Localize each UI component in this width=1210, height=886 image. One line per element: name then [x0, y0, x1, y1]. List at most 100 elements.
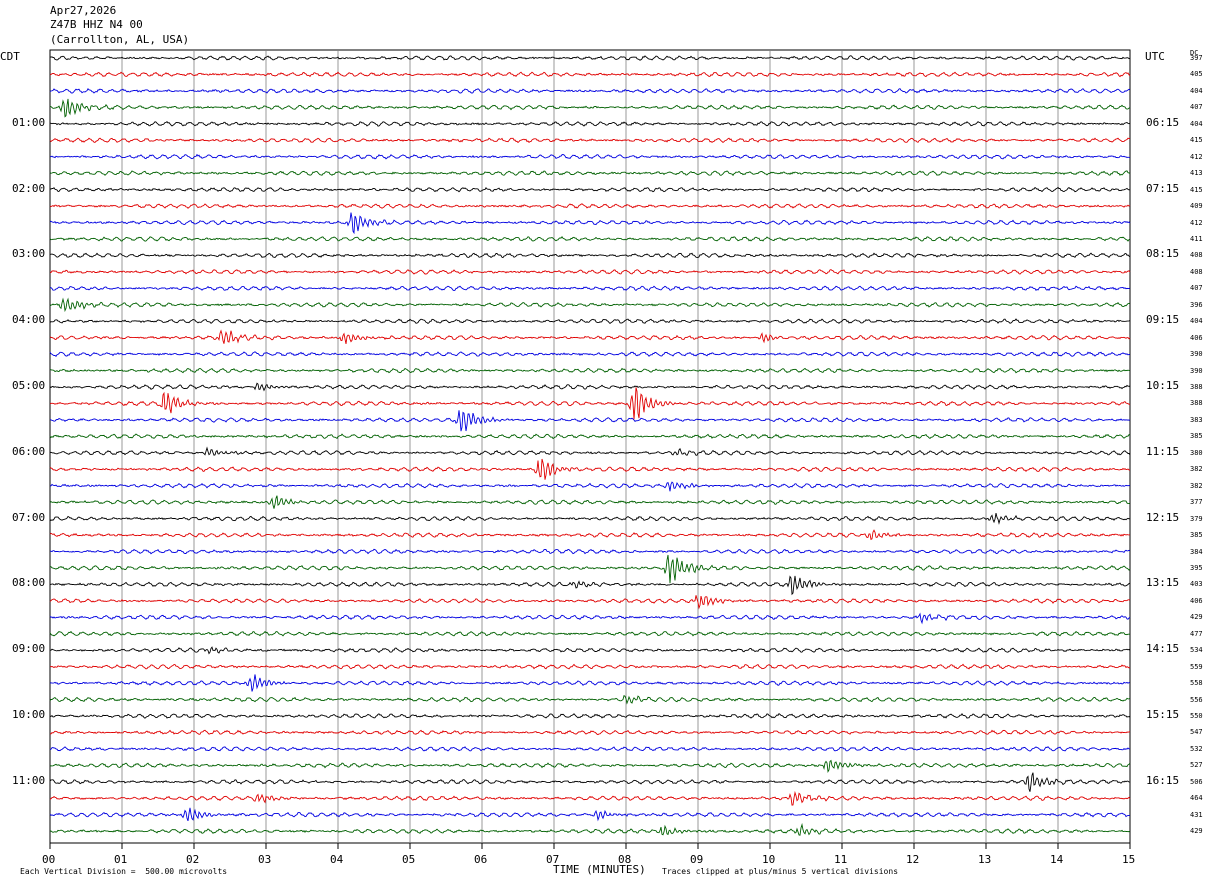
x-tick-label: 01 [114, 853, 128, 866]
seismic-trace [49, 297, 1131, 313]
dc-offset-label: 377 [1190, 498, 1203, 507]
dc-offset-label: 404 [1190, 317, 1203, 326]
right-hour-label: 11:15 [1146, 444, 1180, 458]
seismic-trace [49, 458, 1131, 480]
dc-offset-label: 550 [1190, 712, 1203, 720]
seismic-trace [49, 285, 1131, 292]
right-hour-label: 10:15 [1146, 379, 1180, 392]
seismic-trace [49, 98, 1131, 118]
dc-offset-label: 429 [1190, 613, 1203, 622]
right-hour-label: 06:15 [1146, 115, 1180, 129]
seismic-trace [49, 252, 1131, 259]
scale-note: Each Vertical Division = 500.00 microvol… [20, 867, 228, 876]
left-hour-label: 02:00 [12, 181, 46, 195]
dc-offset-label: 406 [1190, 596, 1203, 605]
dc-offset-label: 383 [1190, 415, 1203, 424]
seismic-trace [49, 121, 1131, 127]
dc-offset-label: 407 [1190, 103, 1203, 112]
dc-offset-label: 384 [1190, 547, 1203, 556]
date-label: Apr27,2026 [50, 4, 117, 17]
seismic-trace [49, 575, 1131, 596]
x-tick-label: 13 [978, 853, 992, 866]
seismic-trace [49, 236, 1131, 242]
dc-offset-label: 413 [1190, 169, 1203, 178]
seismic-trace [49, 630, 1131, 637]
dc-offset-label: 388 [1190, 399, 1203, 408]
left-hour-label: 06:00 [12, 444, 46, 458]
dc-offset-label: 397 [1190, 54, 1203, 62]
station-label: Z47B HHZ N4 00 [50, 18, 143, 31]
clip-note: Traces clipped at plus/minus 5 vertical … [662, 867, 899, 876]
right-hour-label: 09:15 [1146, 313, 1180, 327]
seismic-trace [49, 772, 1131, 792]
dc-offset-label: 559 [1190, 662, 1203, 671]
left-hour-label: 10:00 [12, 708, 46, 721]
seismic-trace [49, 367, 1131, 374]
dc-offset-label: 395 [1190, 563, 1203, 572]
dc-offset-label: 385 [1190, 432, 1203, 441]
seismic-trace [49, 203, 1131, 209]
seismic-trace [49, 495, 1131, 509]
seismic-trace [49, 746, 1130, 752]
dc-offset-label: 506 [1190, 777, 1203, 786]
dc-offset-label: 385 [1190, 531, 1203, 540]
right-hour-label: 14:15 [1146, 642, 1180, 656]
x-tick-label: 15 [1122, 853, 1136, 866]
left-hour-label: 07:00 [12, 510, 46, 524]
seismic-trace [49, 329, 1131, 344]
dc-offset-label: 411 [1190, 234, 1203, 243]
dc-offset-label: 403 [1190, 580, 1203, 589]
dc-offset-label: 412 [1190, 152, 1203, 161]
seismic-trace [49, 481, 1131, 492]
dc-offset-label: 388 [1190, 383, 1203, 391]
seismic-trace [49, 387, 1131, 420]
dc-offset-label: 406 [1190, 333, 1203, 342]
right-hour-label: 08:15 [1146, 247, 1180, 261]
dc-offset-label: 390 [1190, 366, 1203, 375]
x-tick-label: 02 [186, 853, 200, 866]
dc-offset-label: 464 [1190, 794, 1203, 803]
seismic-trace [49, 269, 1131, 275]
x-tick-label: 09 [690, 853, 704, 866]
x-tick-label: 08 [618, 853, 632, 866]
dc-offset-label: 415 [1190, 136, 1203, 145]
left-timezone-label: CDT [0, 50, 20, 63]
seismic-trace [49, 646, 1131, 655]
dc-offset-label: 547 [1190, 728, 1203, 737]
left-hour-label: 01:00 [12, 115, 46, 129]
dc-offset-label: 558 [1190, 679, 1203, 688]
seismic-trace [49, 695, 1131, 705]
x-tick-label: 03 [258, 853, 272, 866]
dc-offset-label: 429 [1190, 827, 1203, 836]
seismic-trace [49, 663, 1131, 670]
seismic-trace [49, 71, 1131, 78]
seismic-trace [49, 318, 1131, 325]
seismic-trace [49, 186, 1131, 193]
location-label: (Carrollton, AL, USA) [50, 33, 190, 46]
x-tick-label: 05 [402, 853, 416, 866]
left-hour-label: 09:00 [12, 642, 46, 656]
seismic-trace [50, 153, 1131, 160]
x-tick-label: 07 [546, 853, 560, 866]
dc-offset-label: 396 [1190, 300, 1203, 309]
right-timezone-label: UTC [1145, 50, 1165, 63]
x-tick-label: 06 [474, 853, 488, 866]
dc-offset-label: 379 [1190, 514, 1203, 523]
dc-offset-label: 404 [1190, 119, 1203, 128]
dc-offset-label: 405 [1190, 70, 1203, 79]
dc-offset-label: 477 [1190, 629, 1203, 638]
seismic-trace [49, 446, 1131, 456]
dc-offset-label: 527 [1190, 761, 1203, 770]
seismic-trace [49, 548, 1131, 555]
right-hour-label: 16:15 [1146, 773, 1180, 787]
seismic-trace [49, 807, 1131, 822]
dc-offset-label: 408 [1190, 251, 1203, 260]
plot-frame [49, 49, 1131, 844]
x-axis-title: TIME (MINUTES) [553, 863, 646, 876]
dc-offset-label: 556 [1190, 695, 1203, 704]
seismic-trace [50, 554, 1131, 584]
dc-offset-label: 382 [1190, 465, 1203, 474]
left-hour-label: 03:00 [12, 247, 46, 261]
left-hour-label: 08:00 [12, 576, 46, 590]
